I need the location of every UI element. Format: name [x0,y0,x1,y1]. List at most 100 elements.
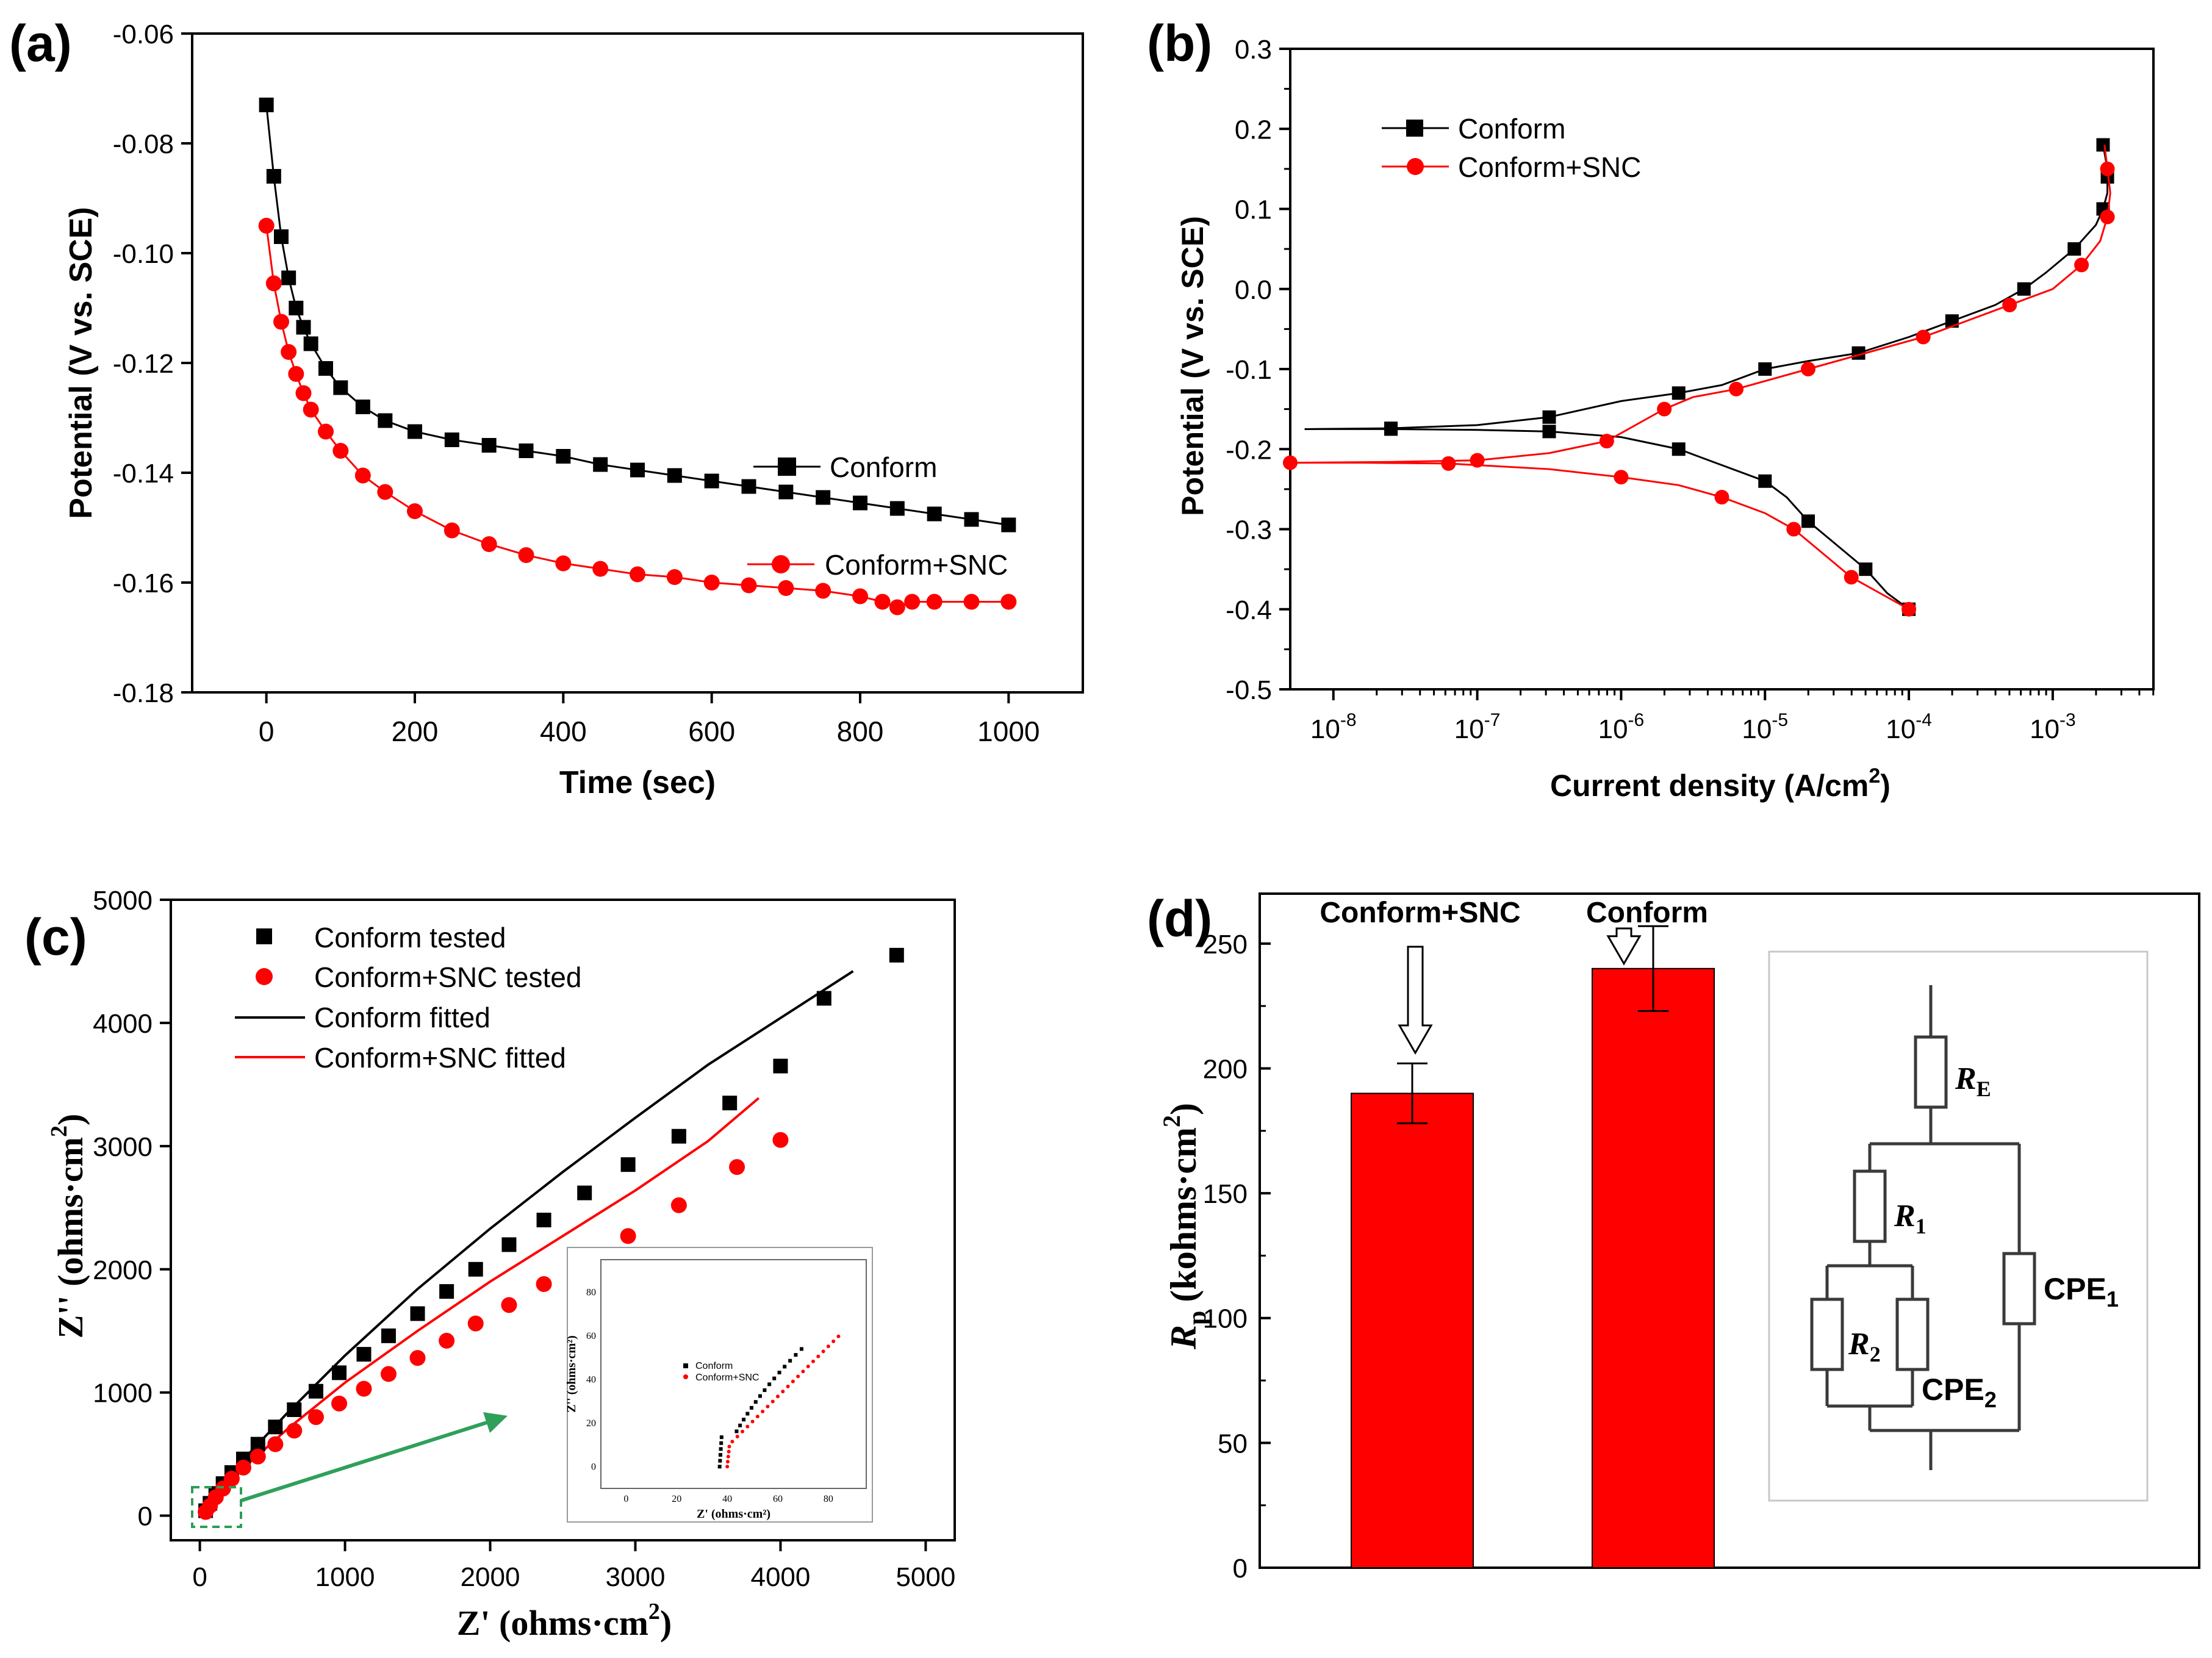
legend-a: Conform Conform+SNC [747,451,1008,581]
bar-conform [1592,967,1715,1569]
data-point-snc-tested [620,1228,636,1244]
data-point-snc [281,344,297,360]
series-line-conform [265,104,1009,526]
x-tick-label: 3000 [606,1562,666,1592]
inset-point-snc [725,1465,730,1469]
inset-point-snc [735,1435,739,1438]
data-point-snc-tested [409,1350,426,1366]
data-point-conform [927,506,942,522]
data-point-snc [904,594,921,610]
inset-x-tick-label: 20 [672,1494,681,1504]
inset-y-tick-label: 40 [586,1374,596,1385]
inset-point-conform [753,1400,758,1404]
data-point-snc-tested [331,1395,348,1412]
data-point-snc [1283,455,1298,470]
inset-point-snc [755,1415,759,1419]
data-point-conform-tested [816,991,831,1006]
data-point-snc-tested [380,1366,397,1382]
data-point-conform-tested [773,1058,788,1074]
inset-point-conform [717,1465,722,1469]
zoom-arrow-head [483,1412,508,1433]
data-point-conform-tested [287,1402,302,1417]
data-point-snc [1599,434,1614,449]
inset-point-snc [761,1409,765,1413]
y-tick-label: -0.14 [113,459,174,489]
inset-legend-label-snc: Conform+SNC [695,1373,759,1383]
data-point-conform [778,484,794,500]
x-tick-label: 600 [688,716,735,747]
inset-legend-label-conform: Conform [695,1361,733,1371]
legend-marker-conform-b [1406,120,1423,137]
data-point-snc [2074,257,2089,273]
data-point-conform [481,438,497,453]
bar-snc [1351,1093,1474,1568]
data-point-conform-tested [536,1213,551,1227]
data-point-conform-tested [308,1383,323,1399]
inset-point-conform [719,1441,724,1445]
data-point-snc [2100,209,2115,224]
inset-point-snc [726,1454,730,1459]
data-point-conform [444,432,459,447]
data-point-snc [407,503,423,519]
data-point-snc [1901,601,1917,617]
y-tick-label: 0.2 [1235,115,1272,145]
data-point-snc [1000,594,1017,610]
data-point-snc [703,575,720,590]
data-point-conform [1542,410,1556,424]
y-tick-label: 0.0 [1235,275,1272,305]
data-point-snc-tested [670,1197,687,1213]
data-point-snc-tested [467,1315,484,1332]
resistor-r1 [1853,1169,1887,1243]
inset-point-conform [758,1394,762,1398]
legend-label-conform-b: Conform [1458,113,1565,145]
inset-point-conform [718,1459,722,1463]
x-tick-label: 400 [540,716,587,747]
data-point-conform [333,380,348,395]
y-tick-label: -0.08 [113,129,174,159]
panel-label-b: (b) [1147,15,1212,72]
data-point-conform [2067,242,2081,256]
data-point-conform [281,270,296,285]
element-cpe2 [1895,1297,1930,1371]
y-tick-label: 250 [1203,930,1248,960]
data-point-snc [332,443,349,459]
y-tick-label: 3000 [93,1132,153,1162]
y-tick-label: -0.3 [1226,515,1272,545]
xlabel-c: Z' (ohms·cm2) [457,1599,672,1643]
data-b [1283,138,2115,617]
inset-point-conform [788,1358,792,1363]
data-point-conform [741,479,756,494]
circuit-frame [1768,950,2149,1502]
y-tick-label: -0.12 [113,349,174,379]
data-point-snc [592,561,609,577]
inset-frame [567,1247,873,1523]
data-point-snc [303,401,319,418]
data-point-conform-tested [356,1347,372,1362]
data-point-conform [1859,562,1873,576]
pointer-arrow [1398,946,1433,1055]
label-r2: R2 [1848,1327,1881,1366]
legend-c: Conform tested Conform+SNC tested Confor… [235,922,581,1074]
y-tick-label: -0.10 [113,239,174,269]
panel-label-c: (c) [24,908,87,966]
data-point-snc [318,423,334,440]
data-a [258,98,1017,615]
inset-point-conform [777,1371,781,1374]
y-tick-label: 0.1 [1235,195,1272,225]
data-point-snc [741,577,757,594]
data-point-conform [816,490,831,505]
series-line-snc [1290,145,2111,611]
data-point-snc [778,580,794,596]
inset-point-snc [776,1394,780,1399]
y-tick-label: 200 [1203,1054,1248,1084]
inset-point-snc [816,1354,821,1358]
inset-point-snc [730,1440,734,1444]
inset-point-snc [750,1419,755,1424]
inset-point-snc [727,1444,731,1449]
data-point-snc [1786,522,1801,537]
data-point-snc-tested [729,1159,745,1175]
inset-x-tick-label: 80 [824,1494,833,1504]
inset-point-conform [794,1353,798,1357]
bar-category-label: Conform+SNC [1320,897,1520,929]
xlabel-b: Current density (A/cm2) [1550,764,1891,803]
